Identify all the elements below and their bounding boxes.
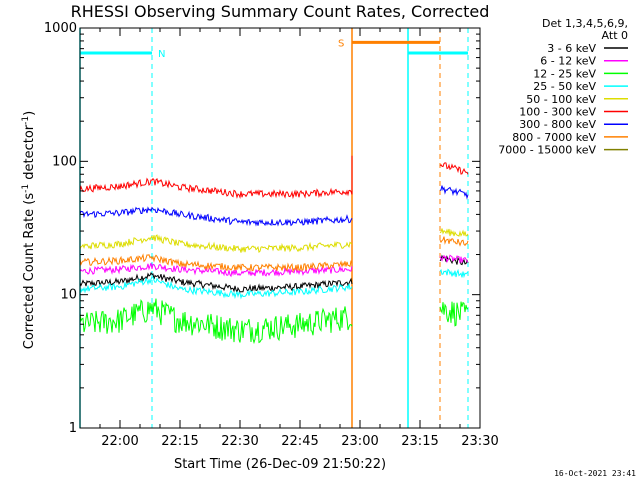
saa-label: S [338, 38, 344, 49]
series-line-4-seg-0 [79, 234, 353, 254]
x-tick-label: 22:00 [101, 434, 138, 449]
x-tick-label: 22:30 [221, 434, 258, 449]
x-axis-label: Start Time (26-Dec-09 21:50:22) [174, 457, 386, 472]
series-line-5-seg-0 [79, 155, 353, 200]
y-tick-label: 1000 [44, 21, 77, 36]
chart-title: RHESSI Observing Summary Count Rates, Co… [71, 2, 490, 21]
legend-item-label: 7000 - 15000 keV [498, 144, 596, 157]
legend-item-label: 100 - 300 keV [519, 106, 596, 119]
axes: 1 10 100 1000 22:00 22:15 22:30 22:45 23:00 23:15… [44, 21, 499, 449]
series-line-6-seg-0 [79, 206, 353, 227]
series-line-2-seg-0 [79, 298, 353, 345]
series-layer [79, 155, 469, 345]
series-line-5-seg-1 [439, 162, 469, 175]
series-line-7-seg-0 [79, 253, 353, 273]
legend-item-label: 6 - 12 keV [540, 55, 596, 68]
series-line-1-seg-1 [439, 254, 469, 264]
series-line-2-seg-1 [439, 301, 469, 327]
series-line-0-seg-0 [79, 271, 353, 294]
x-tick-label: 23:15 [401, 434, 438, 449]
legend-header-line2: Att 0 [602, 29, 628, 42]
timestamp: 16-Oct-2021 23:41 [554, 469, 636, 478]
x-tick-label: 22:45 [281, 434, 318, 449]
legend-header-line1: Det 1,3,4,5,6,9, [542, 17, 628, 30]
legend-item-label: 50 - 100 keV [526, 93, 596, 106]
legend-item-label: 3 - 6 keV [547, 42, 596, 55]
y-tick-label: 10 [60, 288, 77, 303]
y-axis-label-sup1: -1 [21, 184, 31, 193]
series-line-3-seg-0 [79, 275, 353, 300]
series-line-3-seg-1 [439, 268, 469, 279]
y-axis-label-main: Corrected Count Rate (s [22, 193, 37, 350]
x-tick-label: 22:15 [161, 434, 198, 449]
y-axis-label: Corrected Count Rate (s-1 detector-1) [21, 111, 37, 349]
y-axis-label-end: ) [22, 111, 37, 116]
y-tick-label: 100 [52, 154, 77, 169]
legend-item-label: 12 - 25 keV [533, 67, 596, 80]
x-tick-label: 23:30 [461, 434, 498, 449]
y-axis-label-mid: detector [22, 124, 37, 184]
legend-item-label: 800 - 7000 keV [512, 131, 596, 144]
legend-item-label: 25 - 50 keV [533, 80, 596, 93]
y-tick-label: 1 [69, 421, 77, 436]
series-line-4-seg-1 [439, 228, 469, 237]
night-label: N [158, 49, 165, 60]
series-line-7-seg-1 [439, 236, 469, 247]
x-tick-label: 23:00 [341, 434, 378, 449]
series-line-6-seg-1 [439, 185, 469, 200]
series-line-1-seg-0 [79, 262, 353, 278]
legend-item-label: 300 - 800 keV [519, 118, 596, 131]
y-axis-label-sup2: -1 [21, 116, 31, 125]
